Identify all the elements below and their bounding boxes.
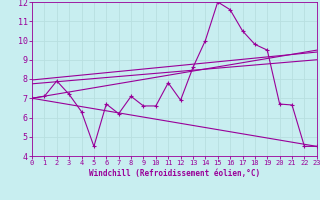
X-axis label: Windchill (Refroidissement éolien,°C): Windchill (Refroidissement éolien,°C)	[89, 169, 260, 178]
